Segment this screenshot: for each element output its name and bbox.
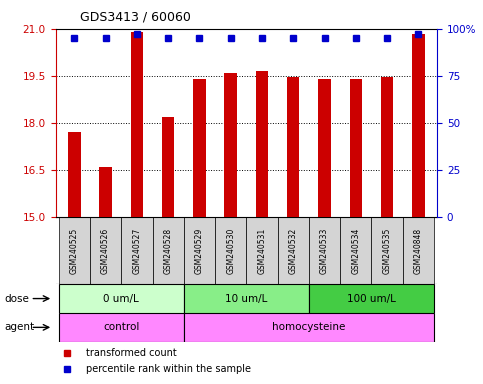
Text: GSM240534: GSM240534 xyxy=(351,227,360,274)
Text: GSM240525: GSM240525 xyxy=(70,227,79,274)
Text: GSM240528: GSM240528 xyxy=(164,227,172,274)
Bar xyxy=(256,71,268,217)
Bar xyxy=(58,284,184,313)
Bar xyxy=(130,32,143,217)
Bar xyxy=(193,79,206,217)
Bar xyxy=(340,217,371,284)
Bar xyxy=(184,217,215,284)
Bar xyxy=(225,73,237,217)
Bar xyxy=(350,79,362,217)
Text: GSM240531: GSM240531 xyxy=(257,227,267,274)
Text: 0 um/L: 0 um/L xyxy=(103,293,139,304)
Bar xyxy=(121,217,153,284)
Bar xyxy=(287,78,299,217)
Text: GSM240526: GSM240526 xyxy=(101,227,110,274)
Bar xyxy=(90,217,121,284)
Bar xyxy=(412,33,425,217)
Bar xyxy=(246,217,278,284)
Bar xyxy=(162,117,174,217)
Bar xyxy=(68,132,81,217)
Text: GSM240529: GSM240529 xyxy=(195,227,204,274)
Text: 100 um/L: 100 um/L xyxy=(347,293,396,304)
Bar xyxy=(318,79,331,217)
Bar xyxy=(403,217,434,284)
Text: GSM240527: GSM240527 xyxy=(132,227,142,274)
Text: 10 um/L: 10 um/L xyxy=(225,293,268,304)
Bar xyxy=(371,217,403,284)
Text: transformed count: transformed count xyxy=(86,348,177,358)
Bar xyxy=(381,77,393,217)
Text: GSM240848: GSM240848 xyxy=(414,227,423,274)
Bar xyxy=(99,167,112,217)
Bar xyxy=(215,217,246,284)
Text: percentile rank within the sample: percentile rank within the sample xyxy=(86,364,251,374)
Bar xyxy=(58,217,90,284)
Text: GSM240533: GSM240533 xyxy=(320,227,329,274)
Text: GDS3413 / 60060: GDS3413 / 60060 xyxy=(80,10,191,23)
Text: GSM240535: GSM240535 xyxy=(383,227,392,274)
Bar xyxy=(184,313,434,342)
Bar xyxy=(278,217,309,284)
Text: dose: dose xyxy=(5,293,30,304)
Text: agent: agent xyxy=(5,322,35,333)
Bar xyxy=(153,217,184,284)
Text: homocysteine: homocysteine xyxy=(272,322,345,333)
Text: GSM240530: GSM240530 xyxy=(226,227,235,274)
Bar xyxy=(184,284,309,313)
Bar xyxy=(309,284,434,313)
Text: control: control xyxy=(103,322,140,333)
Bar xyxy=(58,313,184,342)
Text: GSM240532: GSM240532 xyxy=(289,227,298,274)
Bar xyxy=(309,217,340,284)
